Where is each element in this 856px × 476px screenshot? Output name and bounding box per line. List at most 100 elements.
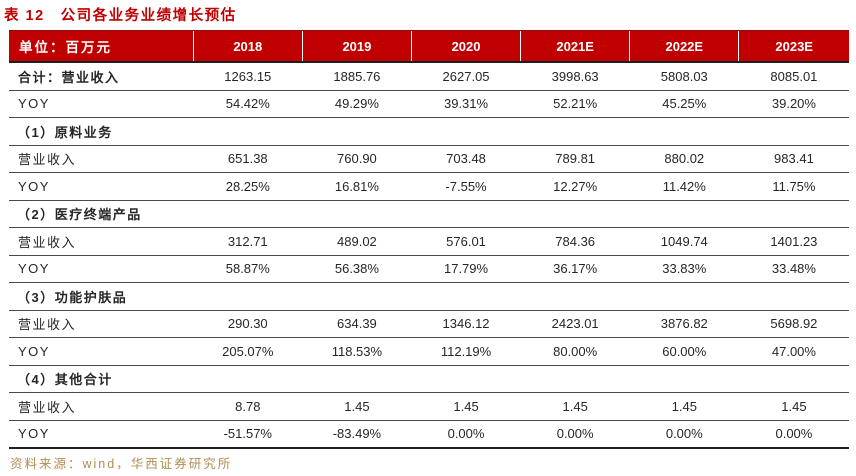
cell-value: 1346.12 xyxy=(411,310,521,338)
table-row-raw-revenue: 营业收入 651.38 760.90 703.48 789.81 880.02 … xyxy=(9,145,849,173)
cell-empty xyxy=(738,117,849,146)
cell-value: 47.00% xyxy=(738,337,849,366)
cell-empty xyxy=(738,365,849,393)
table-row-skincare-yoy: YOY 205.07% 118.53% 112.19% 80.00% 60.00… xyxy=(9,337,849,366)
cell-value: 49.29% xyxy=(302,90,412,118)
cell-empty xyxy=(520,365,630,393)
cell-value: 651.38 xyxy=(193,145,303,173)
section-row-skincare: （3）功能护肤品 xyxy=(9,282,849,311)
cell-value: 1401.23 xyxy=(738,227,849,256)
row-label: 营业收入 xyxy=(9,145,194,173)
cell-value: 8.78 xyxy=(193,392,303,421)
column-header-2023e: 2023E xyxy=(738,30,849,63)
cell-value: 634.39 xyxy=(302,310,412,338)
cell-value: 2627.05 xyxy=(411,62,521,91)
cell-empty xyxy=(193,117,303,146)
cell-empty xyxy=(629,282,739,311)
cell-value: 39.20% xyxy=(738,90,849,118)
cell-empty xyxy=(302,282,412,311)
section-row-others: （4）其他合计 xyxy=(9,365,849,393)
cell-value: 703.48 xyxy=(411,145,521,173)
cell-value: 5808.03 xyxy=(629,62,739,91)
table-row-others-yoy: YOY -51.57% -83.49% 0.00% 0.00% 0.00% 0.… xyxy=(9,420,849,449)
cell-empty xyxy=(629,200,739,228)
cell-empty xyxy=(629,117,739,146)
column-header-2020: 2020 xyxy=(410,30,521,63)
section-label: （3）功能护肤品 xyxy=(9,282,194,311)
table-row-others-revenue: 营业收入 8.78 1.45 1.45 1.45 1.45 1.45 xyxy=(9,392,849,421)
table-row-raw-yoy: YOY 28.25% 16.81% -7.55% 12.27% 11.42% 1… xyxy=(9,172,849,201)
cell-empty xyxy=(302,365,412,393)
cell-empty xyxy=(520,117,630,146)
cell-value: 80.00% xyxy=(520,337,630,366)
cell-empty xyxy=(193,282,303,311)
cell-value: 983.41 xyxy=(738,145,849,173)
row-label: 营业收入 xyxy=(9,392,194,421)
cell-empty xyxy=(411,117,521,146)
section-row-raw-materials: （1）原料业务 xyxy=(9,117,849,146)
row-label: 营业收入 xyxy=(9,310,194,338)
estimate-table: 单位：百万元 2018 2019 2020 2021E 2022E 2023E … xyxy=(9,30,849,449)
row-label: YOY xyxy=(9,90,194,118)
column-header-2022e: 2022E xyxy=(629,30,739,63)
cell-value: 1.45 xyxy=(302,392,412,421)
cell-empty xyxy=(520,282,630,311)
table-row-total-yoy: YOY 54.42% 49.29% 39.31% 52.21% 45.25% 3… xyxy=(9,90,849,118)
cell-empty xyxy=(738,200,849,228)
cell-value: -7.55% xyxy=(411,172,521,201)
cell-value: 33.48% xyxy=(738,255,849,283)
section-label: （2）医疗终端产品 xyxy=(9,200,194,228)
cell-value: 1.45 xyxy=(520,392,630,421)
cell-value: 880.02 xyxy=(629,145,739,173)
section-label: （1）原料业务 xyxy=(9,117,194,146)
cell-value: 0.00% xyxy=(411,420,521,449)
row-label: YOY xyxy=(9,420,194,449)
column-header-2018: 2018 xyxy=(192,30,303,63)
cell-value: 2423.01 xyxy=(520,310,630,338)
table-row-total-revenue: 合计：营业收入 1263.15 1885.76 2627.05 3998.63 … xyxy=(9,62,849,91)
column-header-2019: 2019 xyxy=(301,30,412,63)
cell-value: 118.53% xyxy=(302,337,412,366)
section-label: （4）其他合计 xyxy=(9,365,194,393)
cell-value: 1.45 xyxy=(629,392,739,421)
cell-value: 33.83% xyxy=(629,255,739,283)
cell-empty xyxy=(302,117,412,146)
cell-value: 489.02 xyxy=(302,227,412,256)
cell-value: 576.01 xyxy=(411,227,521,256)
cell-empty xyxy=(629,365,739,393)
cell-value: 60.00% xyxy=(629,337,739,366)
cell-value: 56.38% xyxy=(302,255,412,283)
row-label: YOY xyxy=(9,255,194,283)
cell-empty xyxy=(411,200,521,228)
cell-empty xyxy=(738,282,849,311)
cell-value: 1049.74 xyxy=(629,227,739,256)
cell-value: 1263.15 xyxy=(193,62,303,91)
cell-value: 17.79% xyxy=(411,255,521,283)
cell-value: -51.57% xyxy=(193,420,303,449)
cell-value: 784.36 xyxy=(520,227,630,256)
row-label: YOY xyxy=(9,172,194,201)
cell-value: 789.81 xyxy=(520,145,630,173)
cell-value: 312.71 xyxy=(193,227,303,256)
table-title: 表 12 公司各业务业绩增长预估 xyxy=(4,8,237,24)
cell-value: 290.30 xyxy=(193,310,303,338)
cell-value: 12.27% xyxy=(520,172,630,201)
cell-empty xyxy=(411,282,521,311)
cell-value: 112.19% xyxy=(411,337,521,366)
cell-value: 0.00% xyxy=(520,420,630,449)
cell-value: 205.07% xyxy=(193,337,303,366)
cell-value: 16.81% xyxy=(302,172,412,201)
cell-value: 28.25% xyxy=(193,172,303,201)
cell-value: -83.49% xyxy=(302,420,412,449)
cell-value: 36.17% xyxy=(520,255,630,283)
cell-value: 8085.01 xyxy=(738,62,849,91)
cell-value: 0.00% xyxy=(738,420,849,449)
cell-value: 11.42% xyxy=(629,172,739,201)
cell-value: 58.87% xyxy=(193,255,303,283)
cell-value: 0.00% xyxy=(629,420,739,449)
cell-empty xyxy=(302,200,412,228)
table-row-medical-revenue: 营业收入 312.71 489.02 576.01 784.36 1049.74… xyxy=(9,227,849,256)
table-row-medical-yoy: YOY 58.87% 56.38% 17.79% 36.17% 33.83% 3… xyxy=(9,255,849,283)
cell-value: 1885.76 xyxy=(302,62,412,91)
cell-value: 3998.63 xyxy=(520,62,630,91)
